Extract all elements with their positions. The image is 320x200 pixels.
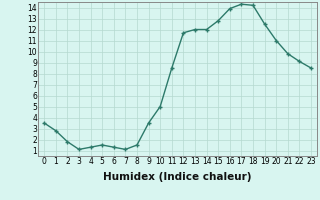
X-axis label: Humidex (Indice chaleur): Humidex (Indice chaleur) (103, 172, 252, 182)
